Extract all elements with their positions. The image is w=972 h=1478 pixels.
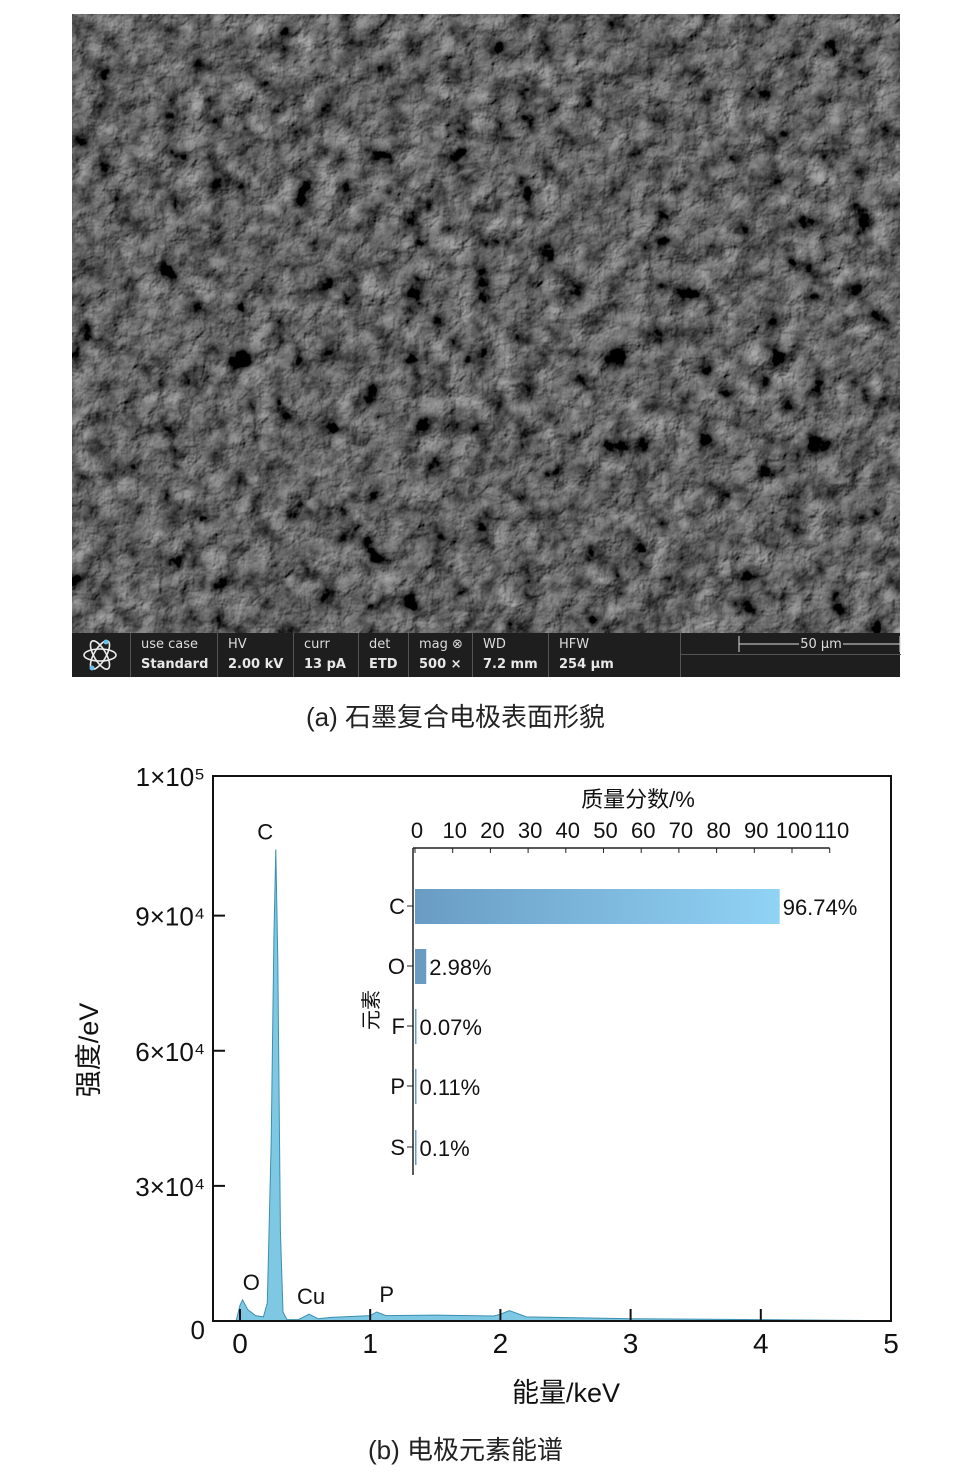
y-tick-label: 6×10⁴ <box>135 1037 205 1067</box>
x-tick-label: 5 <box>883 1328 899 1359</box>
sem-info-bar: use case Standard HV 2.00 kV curr 13 pA det ETD… <box>72 633 901 677</box>
spectrum-area <box>235 849 866 1322</box>
y-tick-label: 0 <box>191 1315 205 1345</box>
info-cell: curr 13 pA <box>293 633 346 677</box>
atom-icon <box>83 639 117 671</box>
info-cell: mag ⊗ 500 × <box>408 633 463 677</box>
y-max-label: 1×10⁵ <box>136 762 205 792</box>
info-cell: det ETD <box>358 633 398 677</box>
inset-category-label: O <box>388 954 405 979</box>
peak-label: C <box>257 819 273 844</box>
x-tick-label: 1 <box>362 1328 378 1359</box>
inset-data-label: 96.74% <box>783 895 858 920</box>
scale-bar: 50 μm <box>680 633 901 677</box>
info-value: ETD <box>369 657 398 672</box>
inset-x-tick-label: 110 <box>814 818 849 843</box>
y-axis-label: 强度/eV <box>74 1003 104 1098</box>
inset-category-label: S <box>390 1135 405 1160</box>
inset-y-axis-label: 元素 <box>360 990 383 1030</box>
inset-data-label: 2.98% <box>429 955 491 980</box>
x-tick-label: 0 <box>232 1328 248 1359</box>
inset-x-tick-label: 70 <box>669 818 693 843</box>
inset-data-label: 0.11% <box>420 1075 481 1100</box>
info-key: det <box>369 637 391 652</box>
caption-b: (b) 电极元素能谱 <box>368 1435 564 1465</box>
plot-frame <box>212 775 892 1322</box>
scale-bar-label: 50 μm <box>800 637 842 652</box>
info-value: 254 μm <box>559 657 614 672</box>
peak-label: O <box>243 1270 260 1295</box>
info-value: 13 pA <box>304 657 346 672</box>
inset-category-label: P <box>390 1074 405 1099</box>
peak-label: Cu <box>297 1284 325 1309</box>
info-cell: HV 2.00 kV <box>217 633 283 677</box>
caption-a: (a) 石墨复合电极表面形貌 <box>306 702 606 732</box>
info-key: mag ⊗ <box>419 637 463 652</box>
inset-x-tick-label: 90 <box>744 818 768 843</box>
inset-bar-p <box>415 1069 417 1104</box>
info-key: HFW <box>559 637 590 652</box>
peak-label: P <box>379 1282 394 1307</box>
inset-data-label: 0.07% <box>420 1015 482 1040</box>
inset-x-tick-label: 40 <box>556 818 580 843</box>
info-cell: use case Standard <box>130 633 208 677</box>
inset-x-tick-label: 80 <box>706 818 730 843</box>
inset-x-tick-label: 10 <box>442 818 466 843</box>
inset-bar-o <box>415 949 427 984</box>
inset-category-label: F <box>392 1014 405 1039</box>
info-cell: WD 7.2 mm <box>472 633 538 677</box>
inset-x-tick-label: 50 <box>593 818 617 843</box>
inset-bar-c <box>415 889 780 924</box>
inset-x-tick-label: 0 <box>411 818 423 843</box>
inset-bar-s <box>415 1130 417 1165</box>
info-key: use case <box>141 637 199 652</box>
inset-x-tick-label: 60 <box>631 818 655 843</box>
y-tick-label: 3×10⁴ <box>135 1172 205 1202</box>
x-tick-label: 3 <box>623 1328 639 1359</box>
info-value: 7.2 mm <box>483 657 538 672</box>
inset-x-tick-label: 30 <box>518 818 542 843</box>
sem-micrograph: use case Standard HV 2.00 kV curr 13 pA det ETD… <box>72 14 901 677</box>
inset-data-label: 0.1% <box>420 1136 470 1161</box>
x-tick-label: 4 <box>753 1328 769 1359</box>
inset-x-tick-label: 100 <box>776 818 813 843</box>
info-key: HV <box>228 637 247 652</box>
inset-x-axis-label: 质量分数/% <box>581 787 695 812</box>
info-value: 500 × <box>419 657 462 672</box>
inset-category-label: C <box>389 894 405 919</box>
inset-x-tick-label: 20 <box>480 818 504 843</box>
inset-bar-f <box>415 1009 417 1044</box>
info-key: curr <box>304 637 330 652</box>
x-tick-label: 2 <box>493 1328 509 1359</box>
info-value: 2.00 kV <box>228 657 284 672</box>
info-key: WD <box>483 637 506 652</box>
info-cell: HFW 254 μm <box>548 633 614 677</box>
y-tick-label: 9×10⁴ <box>135 902 205 932</box>
sem-surface-image <box>72 14 900 633</box>
info-value: Standard <box>141 657 209 672</box>
x-axis-label: 能量/keV <box>512 1378 620 1408</box>
